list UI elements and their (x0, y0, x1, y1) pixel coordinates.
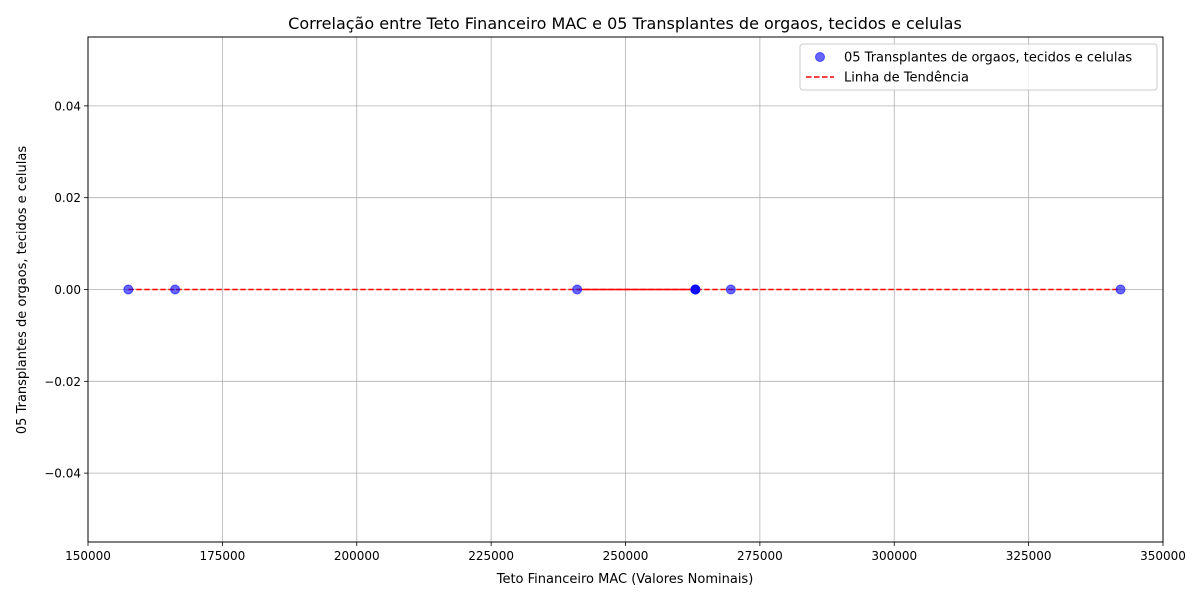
x-tick-label: 250000 (603, 549, 649, 563)
x-tick-label: 175000 (199, 549, 245, 563)
scatter-point (1115, 284, 1126, 295)
y-tick-label: 0.02 (54, 191, 81, 205)
scatter-point (170, 284, 181, 295)
y-tick-label: 0.00 (54, 283, 81, 297)
y-axis-ticks: −0.04 −0.02 0.00 0.02 0.04 (44, 99, 88, 481)
legend-box (799, 43, 1158, 91)
x-tick-label: 300000 (871, 549, 917, 563)
x-tick-label: 350000 (1140, 549, 1186, 563)
x-tick-label: 150000 (65, 549, 111, 563)
scatter-point (123, 284, 134, 295)
scatter-point (690, 284, 701, 295)
y-axis-label: 05 Transplantes de orgaos, tecidos e cel… (15, 146, 30, 434)
x-tick-label: 325000 (1006, 549, 1052, 563)
legend-scatter-marker (815, 52, 825, 62)
y-tick-label: −0.04 (44, 467, 81, 481)
scatter-point (572, 284, 583, 295)
legend-label-scatter: 05 Transplantes de orgaos, tecidos e cel… (844, 51, 1132, 66)
y-tick-label: 0.04 (54, 99, 81, 113)
y-tick-label: −0.02 (44, 375, 81, 389)
x-axis-label: Teto Financeiro MAC (Valores Nominais) (496, 572, 754, 587)
legend: 05 Transplantes de orgaos, tecidos e cel… (799, 43, 1158, 91)
scatter-point (725, 284, 736, 295)
chart-marks (123, 284, 1126, 295)
chart-title: Correlação entre Teto Financeiro MAC e 0… (288, 14, 962, 33)
x-axis-ticks: 150000 175000 200000 225000 250000 275000 3000… (65, 542, 1186, 563)
x-tick-label: 275000 (737, 549, 783, 563)
x-tick-label: 225000 (468, 549, 514, 563)
x-tick-label: 200000 (334, 549, 380, 563)
legend-label-trend: Linha de Tendência (844, 71, 969, 86)
